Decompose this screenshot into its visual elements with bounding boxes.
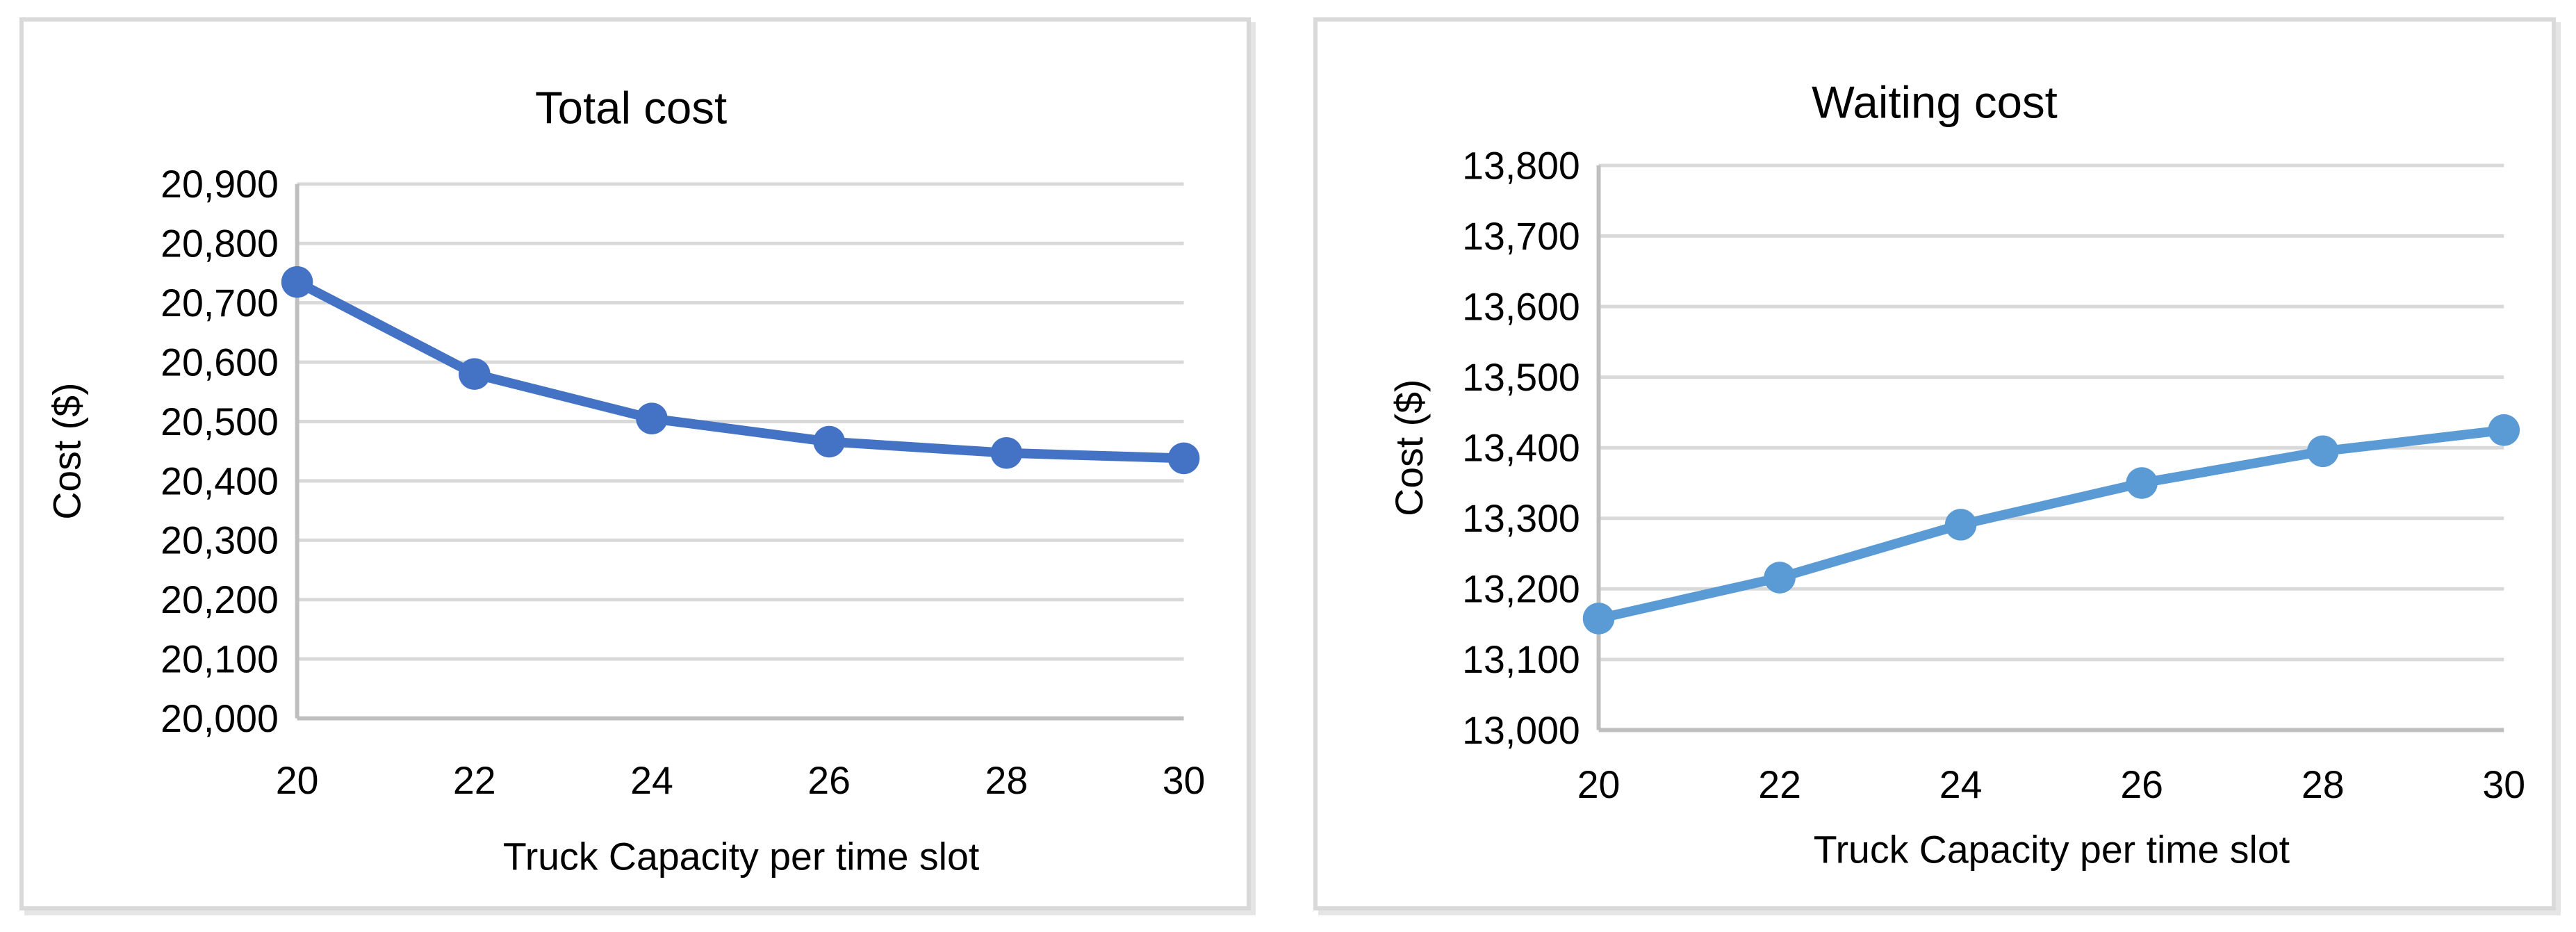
- y-tick-label: 13,500: [1462, 356, 1580, 399]
- x-tick-label: 28: [2302, 763, 2345, 806]
- y-tick-label: 13,000: [1462, 709, 1580, 752]
- total-cost-chart-panel: 20,000 20,100 20,200 20,300 20,400 20,500 20,6…: [19, 17, 1251, 910]
- data-point-marker: [636, 402, 668, 434]
- x-tick-label: 22: [453, 759, 496, 802]
- y-tick-label: 13,600: [1462, 286, 1580, 329]
- data-point-marker: [2488, 414, 2520, 446]
- y-tick-label: 13,300: [1462, 497, 1580, 540]
- data-point-marker: [1167, 442, 1200, 475]
- x-tick-label: 30: [2482, 763, 2525, 806]
- data-point-marker: [2126, 467, 2158, 499]
- y-tick-label: 20,500: [161, 400, 279, 443]
- y-tick-label: 20,000: [161, 697, 279, 740]
- y-tick-label: 20,600: [161, 341, 279, 384]
- chart-canvas: 13,000 13,100 13,200 13,300 13,400 13,500 13,6…: [1388, 77, 2525, 872]
- data-point-marker: [2306, 435, 2339, 468]
- y-tick-label: 20,900: [161, 163, 279, 206]
- x-tick-label: 20: [276, 759, 319, 802]
- y-tick-label: 20,700: [161, 281, 279, 325]
- x-tick-label: 26: [2120, 763, 2163, 806]
- x-tick-label: 28: [985, 759, 1028, 802]
- chart-title: Total cost: [535, 83, 727, 133]
- waiting-cost-chart-panel: 13,000 13,100 13,200 13,300 13,400 13,500 13,6…: [1313, 17, 2556, 910]
- y-tick-label: 13,400: [1462, 427, 1580, 470]
- y-tick-label: 13,800: [1462, 144, 1580, 187]
- y-tick-label: 20,800: [161, 222, 279, 265]
- y-tick-label: 20,200: [161, 578, 279, 621]
- chart-canvas: 20,000 20,100 20,200 20,300 20,400 20,500 20,6…: [46, 83, 1206, 878]
- data-point-marker: [990, 436, 1023, 469]
- data-point-marker: [813, 425, 845, 458]
- x-tick-label: 24: [630, 759, 673, 802]
- series-line: [1593, 425, 2509, 623]
- y-tick-label: 20,100: [161, 638, 279, 681]
- data-point-marker: [1764, 562, 1796, 594]
- data-point-marker: [458, 358, 491, 390]
- x-axis-title: Truck Capacity per time slot: [1814, 828, 2290, 872]
- y-axis-title: Cost ($): [1388, 379, 1431, 516]
- x-axis-title: Truck Capacity per time slot: [503, 835, 979, 878]
- data-point-marker: [1582, 603, 1615, 635]
- x-tick-label: 22: [1758, 763, 1801, 806]
- x-tick-label: 30: [1163, 759, 1206, 802]
- y-tick-label: 13,200: [1462, 568, 1580, 611]
- x-tick-label: 24: [1939, 763, 1983, 806]
- chart-title: Waiting cost: [1812, 77, 2058, 128]
- series-line: [292, 277, 1189, 464]
- y-tick-label: 13,700: [1462, 215, 1580, 258]
- y-tick-label: 20,400: [161, 459, 279, 502]
- y-tick-label: 20,300: [161, 519, 279, 562]
- y-tick-label: 13,100: [1462, 638, 1580, 681]
- data-point-marker: [1944, 509, 1977, 541]
- x-tick-label: 20: [1577, 763, 1621, 806]
- x-tick-label: 26: [807, 759, 851, 802]
- data-point-marker: [281, 265, 313, 298]
- y-axis-title: Cost ($): [46, 383, 89, 520]
